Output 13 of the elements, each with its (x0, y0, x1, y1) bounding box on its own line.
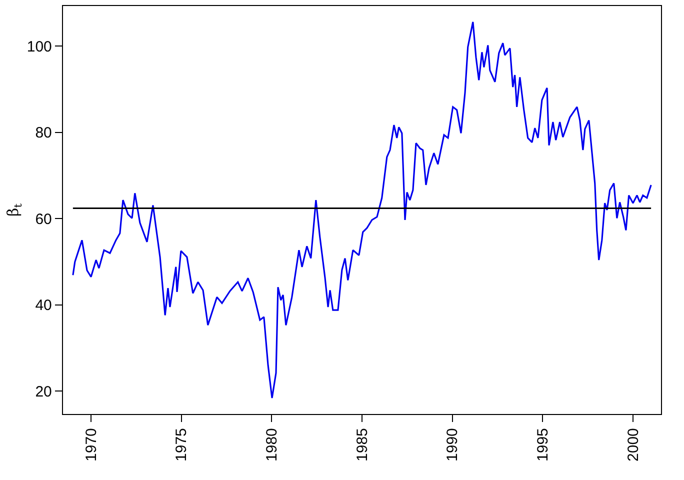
y-tick-label: 100 (26, 38, 52, 56)
y-tick-label: 80 (35, 124, 52, 142)
y-tick-label: 40 (35, 297, 52, 314)
x-tick-label: 1970 (82, 428, 100, 462)
x-tick-label: 1980 (264, 428, 281, 462)
x-tick-label: 1990 (444, 428, 462, 462)
y-tick-label: 60 (35, 210, 52, 228)
x-tick-label: 2000 (624, 428, 642, 462)
y-tick-label: 20 (35, 383, 52, 400)
x-tick-label: 1995 (534, 428, 552, 462)
x-tick-label: 1985 (354, 428, 371, 462)
x-tick-label: 1975 (173, 428, 190, 462)
line-series (72, 21, 652, 399)
